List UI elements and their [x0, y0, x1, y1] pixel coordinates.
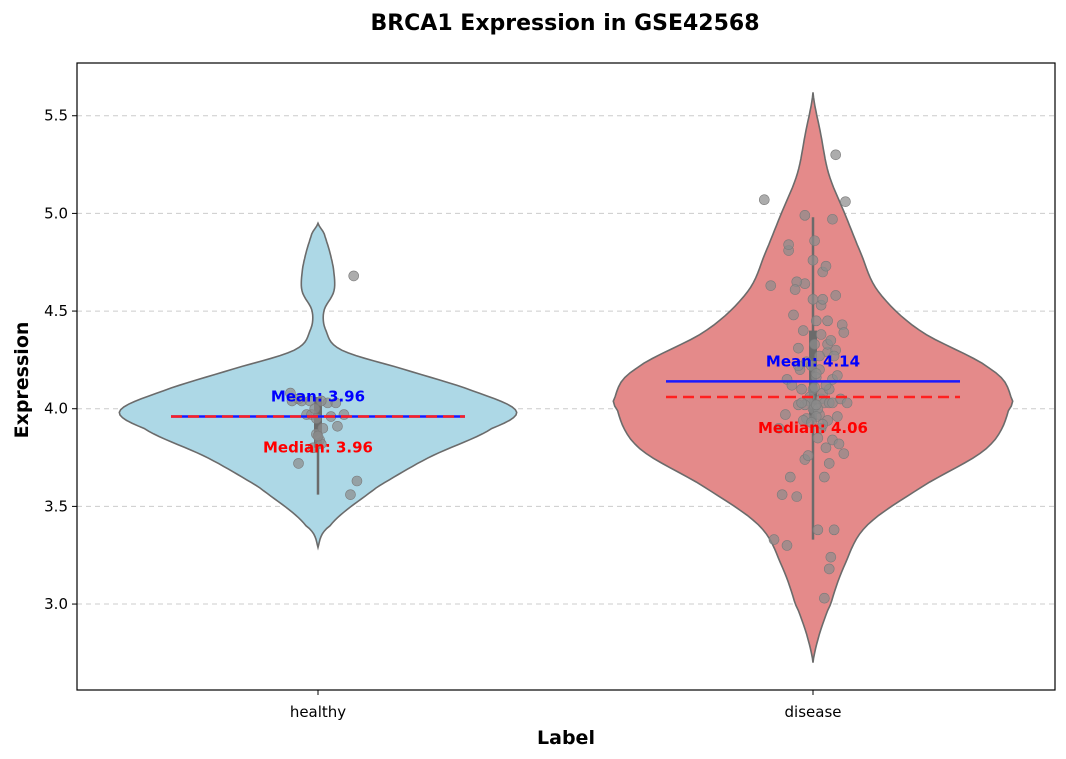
- data-point: [758, 194, 770, 206]
- data-point: [781, 540, 793, 551]
- y-tick-label: 4.5: [44, 302, 68, 320]
- data-point: [814, 350, 825, 362]
- y-tick-label: 3.5: [44, 497, 68, 515]
- median-label-healthy: Median: 3.96: [263, 439, 373, 457]
- data-point: [806, 360, 817, 372]
- data-point: [796, 383, 807, 395]
- data-point: [838, 327, 850, 338]
- data-point: [823, 563, 835, 575]
- data-point: [793, 342, 804, 354]
- data-point: [832, 411, 843, 422]
- data-point: [838, 448, 850, 459]
- data-point: [293, 458, 304, 469]
- x-axis-label: Label: [537, 727, 595, 749]
- data-point: [773, 422, 785, 434]
- data-point: [822, 315, 833, 327]
- data-point: [819, 592, 830, 604]
- data-point: [827, 213, 838, 225]
- violins-layer: [118, 92, 1014, 663]
- data-point: [793, 360, 804, 372]
- y-tick-label: 4.0: [44, 400, 68, 418]
- chart-title: BRCA1 Expression in GSE42568: [370, 11, 759, 36]
- x-tick-label-healthy: healthy: [290, 703, 346, 721]
- data-point: [309, 403, 321, 415]
- data-point: [784, 471, 796, 483]
- data-point: [330, 397, 342, 409]
- y-tick-label: 5.0: [44, 204, 68, 222]
- data-point: [815, 329, 827, 340]
- data-point: [823, 458, 835, 469]
- data-point: [765, 280, 777, 291]
- mean-label-disease: Mean: 4.14: [766, 352, 860, 370]
- data-point: [841, 397, 853, 409]
- data-point: [810, 368, 822, 379]
- data-point: [797, 325, 809, 336]
- data-point: [788, 309, 799, 321]
- data-point: [789, 284, 801, 295]
- y-tick-label: 5.5: [44, 107, 68, 125]
- annotations-layer: Mean: 3.96 Median: 3.96 Mean: 4.14 Median: …: [263, 352, 868, 456]
- data-point: [828, 350, 840, 362]
- points-layer: [285, 149, 853, 604]
- data-point: [810, 315, 822, 327]
- y-axis-label: Expression: [11, 322, 33, 439]
- data-point: [830, 290, 842, 301]
- data-point: [817, 419, 829, 430]
- data-point: [830, 149, 842, 161]
- data-point: [828, 524, 840, 536]
- data-point: [809, 381, 820, 393]
- y-tick-label: 3.0: [44, 595, 68, 613]
- data-point: [304, 395, 316, 407]
- stat-lines-layer: [171, 380, 960, 418]
- data-point: [802, 450, 814, 461]
- data-point: [799, 210, 811, 221]
- data-point: [315, 395, 327, 407]
- data-point: [351, 475, 363, 487]
- y-axis-ticks: 3.0 3.5 4.0 4.5 5.0 5.5: [44, 107, 77, 613]
- data-point: [820, 260, 832, 272]
- mean-label-healthy: Mean: 3.96: [271, 388, 365, 406]
- data-point: [796, 397, 807, 409]
- data-point: [312, 430, 324, 442]
- data-point: [285, 387, 296, 399]
- data-point: [810, 399, 822, 411]
- data-point: [776, 489, 788, 500]
- data-point: [832, 370, 843, 381]
- data-point: [311, 413, 322, 424]
- data-point: [840, 196, 851, 207]
- data-point: [317, 422, 329, 434]
- plot-frame: [76, 62, 1056, 691]
- data-point: [791, 491, 803, 502]
- x-axis-ticks: healthy disease: [290, 690, 842, 721]
- data-point: [768, 534, 780, 545]
- data-point: [332, 421, 343, 432]
- median-label-disease: Median: 4.06: [758, 419, 868, 437]
- data-point: [345, 489, 356, 500]
- data-point: [348, 270, 360, 282]
- data-point: [806, 417, 817, 428]
- data-point: [338, 409, 350, 420]
- data-point: [809, 338, 820, 350]
- data-point: [807, 254, 819, 266]
- data-point: [812, 432, 824, 444]
- data-point: [820, 442, 832, 454]
- data-point: [807, 294, 819, 305]
- data-point: [833, 438, 845, 450]
- data-point: [812, 524, 824, 536]
- data-point: [783, 239, 794, 250]
- data-point: [809, 235, 820, 247]
- data-point: [825, 551, 837, 563]
- data-point: [819, 471, 830, 483]
- data-point: [825, 335, 837, 346]
- violin-healthy: [118, 221, 518, 551]
- data-point: [780, 409, 791, 420]
- data-point: [817, 294, 829, 305]
- x-tick-label-disease: disease: [785, 703, 842, 721]
